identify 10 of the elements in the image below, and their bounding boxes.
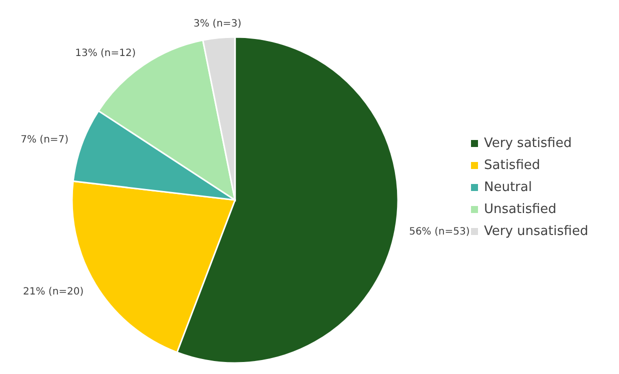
data-label: 21% (n=20) xyxy=(23,286,84,298)
legend-label: Neutral xyxy=(484,180,532,194)
data-label: 7% (n=7) xyxy=(20,134,69,146)
legend-label: Very unsatisfied xyxy=(484,224,588,238)
legend-label: Unsatisfied xyxy=(484,202,556,216)
legend-label: Very satisfied xyxy=(484,136,572,150)
data-label: 13% (n=12) xyxy=(75,48,136,59)
data-label: 56% (n=53) xyxy=(409,226,470,238)
legend-label: Satisfied xyxy=(484,158,540,172)
data-label: 3% (n=3) xyxy=(194,18,242,30)
